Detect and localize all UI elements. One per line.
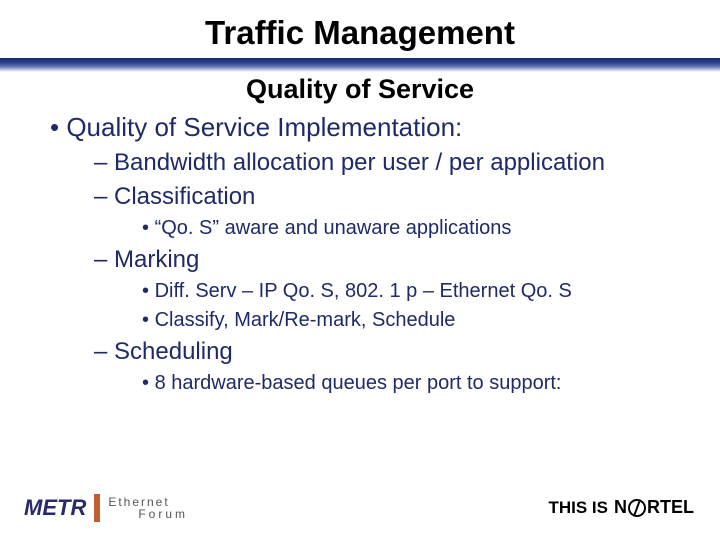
bullet-level2: Marking [94,246,690,274]
footer-left-logo: METR Ethernet Forum [24,494,188,522]
ethernet-forum-text: Ethernet Forum [108,496,188,520]
slide-subtitle: Quality of Service [0,74,720,105]
bullet-level1: Quality of Service Implementation: [50,112,690,143]
metro-logo-text: METR [24,495,86,521]
title-underline-gradient [0,58,720,72]
bullet-level2: Scheduling [94,338,690,366]
bullet-level3: Diff. Serv – IP Qo. S, 802. 1 p – Ethern… [142,280,690,303]
bullet-level2: Bandwidth allocation per user / per appl… [94,149,690,177]
metro-logo-accent-icon [94,494,100,522]
bullet-level3: 8 hardware-based queues per port to supp… [142,372,690,395]
ef-line2: Forum [108,508,188,520]
slide-body: Quality of Service Implementation: Bandw… [50,112,690,397]
bullet-level2: Classification [94,183,690,211]
footer-right-logo: THIS IS N RTEL [548,497,694,518]
bullet-level3: “Qo. S” aware and unaware applications [142,217,690,240]
nortel-globe-icon [628,499,646,517]
nortel-logo: N RTEL [614,497,694,518]
nortel-post: RTEL [647,497,694,518]
slide-title: Traffic Management [0,14,720,52]
bullet-level3: Classify, Mark/Re-mark, Schedule [142,309,690,332]
footer-prefix: THIS IS [548,498,608,518]
nortel-pre: N [614,497,627,518]
